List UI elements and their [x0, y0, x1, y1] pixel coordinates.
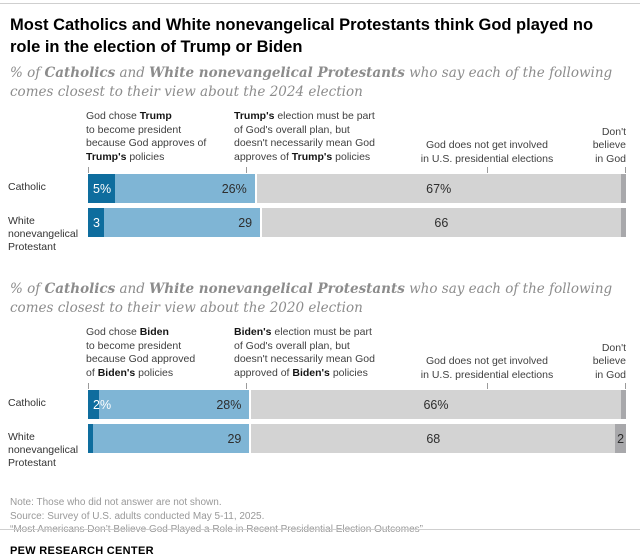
bar-value-label: 28% — [216, 397, 242, 412]
header-tick — [625, 167, 626, 173]
bar-value-label: 67% — [426, 181, 452, 196]
chart-title: Most Catholics and White nonevangelical … — [10, 16, 594, 56]
column-header-1: God chose Biden to become president beca… — [86, 326, 196, 379]
row-label: Catholic — [8, 397, 46, 409]
column-headers: God chose Biden to become president beca… — [8, 326, 626, 390]
bar-row: White nonevangelical Protestant 29 68 2 — [8, 424, 626, 470]
bar-track: 2% 28% 66% — [88, 390, 626, 419]
header-tick — [625, 383, 626, 389]
bar-row: Catholic 2% 28% 66% — [8, 390, 626, 419]
subtitle-2020: % of Catholics and White nonevangelical … — [10, 281, 613, 316]
bar-value-label: 29 — [227, 431, 242, 446]
top-rule — [0, 3, 640, 4]
bar-value-label: 29 — [238, 215, 253, 230]
header-tick — [88, 167, 89, 173]
bar-segment — [88, 424, 94, 453]
bar-segment: 3 — [88, 208, 105, 237]
chart-card: Most Catholics and White nonevangelical … — [0, 4, 640, 557]
bar-segment: 67% — [254, 174, 621, 203]
row-label: Catholic — [8, 181, 46, 193]
bar-segment: 68 — [249, 424, 616, 453]
header-tick — [487, 167, 488, 173]
chart-2024: % of Catholics and White nonevangelical … — [8, 64, 626, 254]
column-header-4: Don't believe in God — [592, 341, 626, 381]
source-text: Source: Survey of U.S. adults conducted … — [10, 510, 265, 522]
pew-research-center-logo: PEW RESEARCH CENTER — [10, 544, 154, 557]
bar-value-label: 2 — [617, 431, 625, 446]
bar-row: White nonevangelical Protestant 3 29 66 — [8, 208, 626, 254]
bar-value-label: 68 — [426, 431, 441, 446]
bar-value-label: 5% — [93, 181, 112, 196]
bar-segment — [620, 174, 626, 203]
bar-segment: 29 — [93, 424, 250, 453]
bar-value-label: 66% — [423, 397, 449, 412]
bar-segment: 2% — [88, 390, 111, 419]
bar-segment — [620, 390, 626, 419]
bar-value-label: 26% — [221, 181, 247, 196]
header-tick — [88, 383, 89, 389]
note-text: Note: Those who did not answer are not s… — [10, 497, 222, 508]
bar-segment: 29 — [104, 208, 261, 237]
bottom-rule — [0, 529, 640, 530]
column-header-2: Trump's election must be part of God's o… — [234, 110, 375, 163]
bar-track: 29 68 2 — [88, 424, 626, 453]
column-header-1: God chose Trump to become president beca… — [86, 110, 207, 163]
bar-segment: 28% — [98, 390, 250, 419]
column-header-2: Biden's election must be part of God's o… — [234, 326, 375, 379]
bar-segment — [620, 208, 626, 237]
bar-segment: 5% — [88, 174, 115, 203]
bar-segment: 2 — [615, 424, 626, 453]
header-tick — [246, 383, 247, 389]
bar-rows: Catholic 5% 26% 67% White nonevangelical Pro… — [8, 174, 626, 254]
bar-track: 5% 26% 67% — [88, 174, 626, 203]
subtitle-2024: % of Catholics and White nonevangelical … — [10, 65, 613, 100]
header-tick — [246, 167, 247, 173]
bar-track: 3 29 66 — [88, 208, 626, 237]
column-header-3: God does not get involved in U.S. presid… — [420, 355, 554, 381]
bar-rows: Catholic 2% 28% 66% White nonevangelical Pro… — [8, 390, 626, 470]
bar-value-label: 66 — [434, 215, 449, 230]
bar-row: Catholic 5% 26% 67% — [8, 174, 626, 203]
chart-2020: % of Catholics and White nonevangelical … — [8, 280, 626, 470]
column-header-4: Don't believe in God — [592, 125, 626, 165]
bar-segment: 66 — [260, 208, 621, 237]
bar-value-label: 3 — [93, 215, 100, 230]
row-label: White nonevangelical Protestant — [8, 215, 79, 253]
footer: Note: Those who did not answer are not s… — [10, 496, 626, 557]
row-label: White nonevangelical Protestant — [8, 431, 79, 469]
header-tick — [487, 383, 488, 389]
column-header-3: God does not get involved in U.S. presid… — [420, 139, 554, 165]
bar-value-label: 2% — [93, 397, 112, 412]
bar-segment: 26% — [114, 174, 255, 203]
bar-segment: 66% — [249, 390, 621, 419]
column-headers: God chose Trump to become president beca… — [8, 110, 626, 174]
